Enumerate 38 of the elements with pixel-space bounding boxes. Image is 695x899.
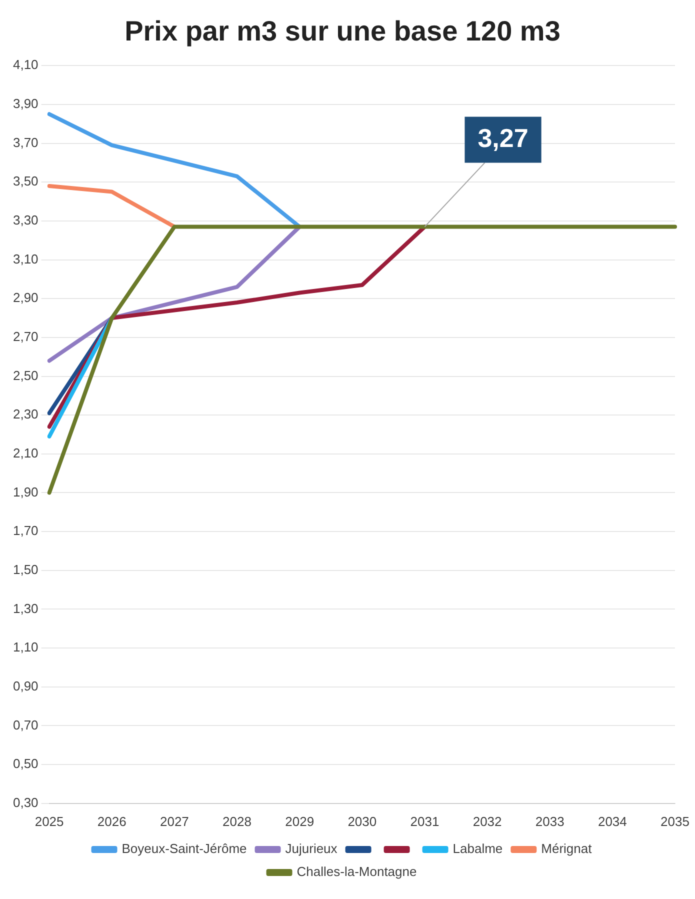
x-tick-label: 2026: [97, 814, 126, 829]
y-tick-label: 3,90: [12, 96, 38, 112]
y-tick-label: 3,50: [12, 174, 38, 189]
legend-label: Jujurieux: [285, 841, 338, 856]
y-tick-label: 1,10: [12, 640, 38, 655]
y-tick-label: 0,90: [12, 678, 38, 694]
y-tick-label: 0,50: [12, 756, 38, 772]
y-tick-label: 2,70: [12, 329, 38, 344]
x-tick-label: 2035: [660, 814, 690, 829]
y-tick-label: 2,30: [12, 406, 38, 422]
y-tick-label: 4,10: [12, 57, 38, 72]
x-tick-label: 2028: [222, 814, 252, 829]
legend-label: Mérignat: [541, 841, 592, 856]
y-tick-label: 3,30: [12, 212, 38, 228]
y-tick-label: 3,70: [12, 134, 38, 150]
y-tick-label: 0,70: [12, 717, 38, 732]
y-tick-label: 3,10: [12, 251, 38, 266]
x-tick-label: 2034: [598, 814, 627, 829]
x-tick-label: 2027: [160, 814, 189, 829]
y-tick-label: 1,30: [12, 600, 38, 616]
annotation: 3,27: [478, 122, 528, 153]
y-tick-label: 2,10: [12, 445, 38, 460]
y-tick-label: 1,50: [12, 562, 38, 577]
y-tick-label: 2,50: [12, 368, 38, 383]
y-tick-label: 0,30: [12, 794, 38, 810]
x-tick-label: 2025: [34, 814, 64, 829]
y-tick-label: 1,90: [12, 484, 38, 500]
x-tick-label: 2030: [348, 814, 377, 829]
legend-label: Boyeux-Saint-Jérôme: [122, 841, 247, 856]
chart-title: Prix par m3 sur une base 120 m3: [124, 16, 560, 47]
x-tick-label: 2031: [410, 814, 440, 829]
legend-label: Challes-la-Montagne: [296, 864, 417, 880]
x-tick-label: 2029: [285, 814, 314, 829]
y-tick-label: 1,70: [12, 523, 38, 538]
x-tick-label: 2033: [535, 814, 564, 829]
legend-label: Labalme: [452, 841, 503, 856]
x-tick-label: 2032: [472, 814, 502, 829]
y-tick-label: 2,90: [12, 290, 38, 306]
